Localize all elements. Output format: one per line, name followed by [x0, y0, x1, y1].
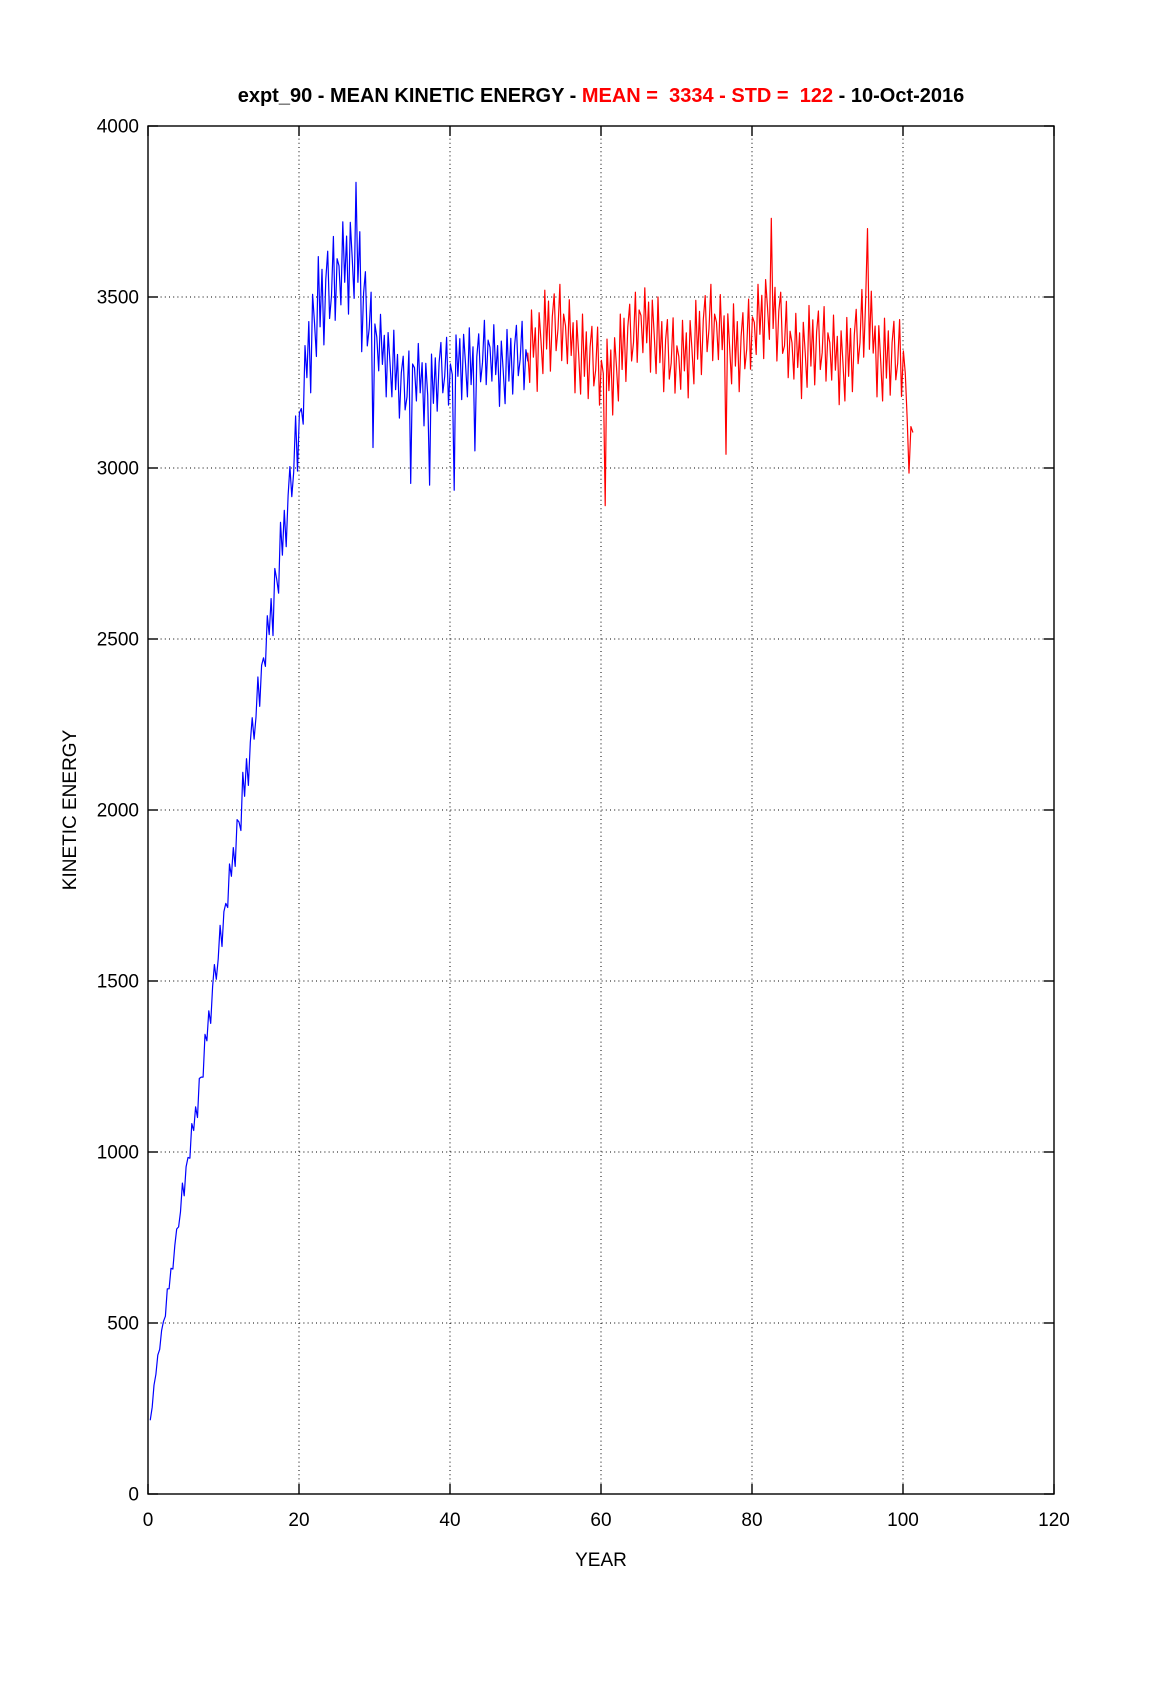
- chart-title-prefix: expt_90 - MEAN KINETIC ENERGY -: [238, 85, 582, 107]
- chart-title: expt_90 - MEAN KINETIC ENERGY - MEAN = 3…: [238, 85, 965, 107]
- series-line-spinup-segment: [149, 181, 529, 1421]
- axis-ticks: [147, 125, 1055, 1495]
- chart-title-stats: MEAN = 3334 - STD = 122: [582, 85, 833, 107]
- y-tick-labels: 0 500 1000 1500 2000 2500 3000 3500 4000: [97, 117, 139, 1506]
- x-tick-label-80: 80: [741, 1510, 762, 1531]
- x-tick-label-40: 40: [439, 1510, 460, 1531]
- y-tick-label-0: 0: [128, 1485, 139, 1506]
- series-line-extension-segment: [527, 217, 914, 507]
- y-tick-label-1500: 1500: [97, 972, 139, 993]
- plot-area: [148, 126, 1054, 1494]
- x-axis-label: YEAR: [575, 1550, 627, 1571]
- y-tick-label-3500: 3500: [97, 288, 139, 309]
- y-tick-label-3000: 3000: [97, 459, 139, 480]
- data-series-group: [149, 181, 914, 1421]
- y-tick-label-500: 500: [107, 1314, 139, 1335]
- y-tick-label-2500: 2500: [97, 630, 139, 651]
- y-tick-label-2000: 2000: [97, 801, 139, 822]
- x-tick-label-0: 0: [143, 1510, 154, 1531]
- x-tick-label-100: 100: [887, 1510, 919, 1531]
- x-tick-label-120: 120: [1038, 1510, 1070, 1531]
- chart-title-date: - 10-Oct-2016: [833, 85, 964, 107]
- y-tick-label-4000: 4000: [97, 117, 139, 138]
- x-tick-label-20: 20: [288, 1510, 309, 1531]
- x-tick-label-60: 60: [590, 1510, 611, 1531]
- y-axis-label: KINETIC ENERGY: [60, 729, 81, 890]
- x-tick-labels: 0 20 40 60 80 100 120: [143, 1510, 1070, 1531]
- y-tick-label-1000: 1000: [97, 1143, 139, 1164]
